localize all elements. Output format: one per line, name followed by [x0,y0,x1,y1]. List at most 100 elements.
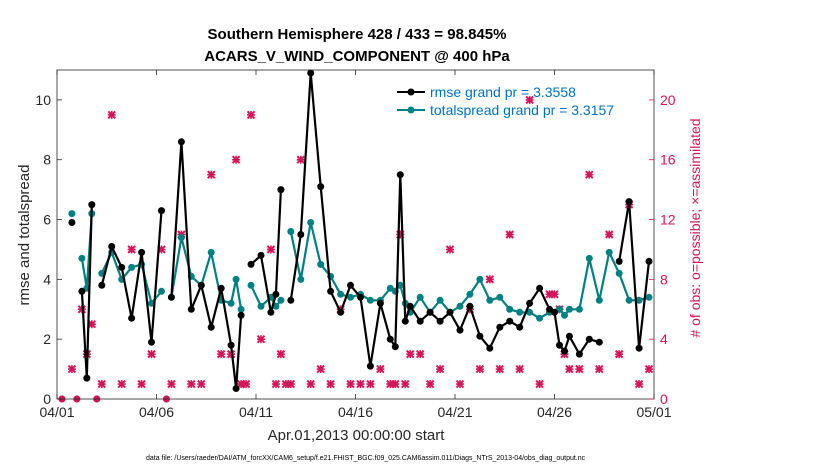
legend: rmse grand pr = 3.3558 totalspread grand… [397,84,614,118]
obs-count-marker [565,364,574,374]
rmse-point [138,248,146,256]
obs-count-marker [455,379,465,389]
spread-point [416,293,424,301]
rmse-point [516,323,524,331]
rmse-point [536,284,544,292]
rmse-point [376,299,384,307]
obs-count-marker [505,230,514,239]
obs-count-marker [595,364,604,374]
rmse-point [386,335,394,343]
obs-count-marker [207,170,216,179]
y2-tick-label: 4 [660,331,668,347]
rmse-point [476,332,484,340]
spread-point [257,302,265,310]
y-tick-label: 2 [43,331,51,347]
obs-count-marker [550,290,559,299]
rmse-point [167,293,175,301]
legend-spread-label: totalspread grand pr = 3.3157 [430,102,614,118]
spread-point [585,254,593,262]
obs-count-marker [316,364,325,374]
obs-count-marker [366,379,375,389]
y-tick-label: 6 [43,212,51,228]
spread-point [575,305,583,313]
rmse-point [575,350,583,358]
x-axis-label: Apr.01,2013 00:00:00 start [268,427,446,444]
spread-point [237,305,245,313]
x-tick-label: 05/01 [636,404,671,420]
plot-area [57,70,654,399]
rmse-point [486,344,494,352]
y-tick-label: 8 [43,152,51,168]
rmse-point [347,281,354,289]
y2-axis-ticks: 0 4 8 12 16 20 [649,92,676,407]
rmse-point [247,260,255,268]
obs-count-markers [58,95,654,403]
rmse-point [595,338,603,346]
spread-point [625,296,633,304]
obs-count-marker [485,275,495,284]
rmse-point [307,69,315,77]
rmse-point [88,201,96,209]
obs-count-marker [256,334,266,344]
rmse-point [108,243,116,250]
rmse-point [615,257,623,265]
obs-count-marker [495,364,504,374]
obs-count-marker [644,364,654,374]
data-file-footnote: data file: /Users/raeder/DAI/ATM_forcXX/… [146,455,586,462]
x-tick-label: 04/01 [39,404,74,420]
rmse-point [118,263,126,271]
y-tick-label: 0 [43,391,51,407]
spread-point [207,248,215,256]
spread-point [496,293,504,301]
rmse-point [327,287,335,295]
legend-rmse-label: rmse grand pr = 3.3558 [430,84,576,100]
obs-count-marker [515,364,524,374]
obs-count-marker [117,379,126,389]
rmse-point [446,308,454,316]
rmse-point [561,347,568,355]
rmse-point [645,257,653,265]
obs-count-marker [276,349,286,359]
y2-tick-label: 8 [660,271,668,287]
obs-count-marker [231,155,241,164]
spread-point [436,296,444,304]
spread-point [177,234,185,241]
rmse-point [556,341,563,349]
obs-count-marker [614,349,624,359]
rmse-point [625,198,633,206]
rmse-series [68,69,653,392]
spread-point [337,290,345,298]
spread-point [561,311,568,319]
obs-count-marker [326,379,335,389]
rmse-point [426,308,434,316]
rmse-point [565,332,573,340]
obs-count-marker [435,364,445,374]
rmse-point [207,323,215,331]
spread-point [635,296,643,304]
spread-point [506,305,514,313]
obs-count-marker [147,349,156,359]
obs-count-marker [107,110,116,120]
rmse-point [585,335,593,343]
spread-point [128,263,136,271]
x-tick-label: 04/16 [338,404,373,420]
rmse-point [406,302,414,310]
rmse-point [98,281,106,289]
spread-point [227,299,235,307]
rmse-point [197,281,205,289]
chart-title: Southern Hemisphere 428 / 433 = 98.845% [208,26,507,43]
obs-count-marker [306,379,315,389]
y-tick-label: 4 [43,271,51,287]
spread-point [297,275,305,283]
obs-count-marker [605,230,614,239]
spread-point [307,219,315,226]
rmse-point [337,308,345,316]
spread-point [396,281,404,289]
obs-count-marker [346,379,355,389]
obs-count-marker [535,379,544,389]
obs-count-marker [127,245,136,254]
spread-point [232,275,240,283]
obs-count-marker [415,349,425,359]
rmse-point [232,385,240,392]
